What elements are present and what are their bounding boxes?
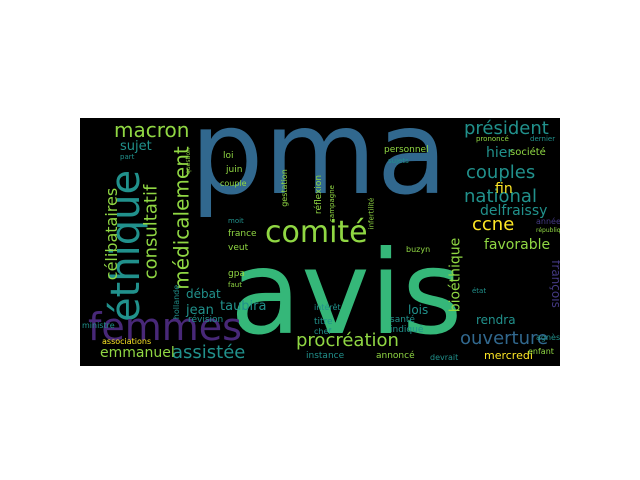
word-societe: société [510,147,546,158]
word-reflexion: réflexion [314,174,325,215]
word-pma: pma [190,118,448,221]
word-consultatif: consultatif [140,184,162,280]
word-lois: lois [408,303,429,317]
word-fin: fin [495,181,513,197]
word-celibataires: célibataires [102,187,122,281]
word-gpa: gpa [228,269,245,279]
word-femmes: femmes [88,305,242,349]
word-titre: titre [314,317,333,327]
word-sujets: sujets [388,157,409,165]
word-instance: instance [306,351,345,361]
word-agnes: agnès [536,333,560,342]
word-mercredi: mercredi [484,349,533,362]
word-dernier: dernier [530,135,556,143]
word-associations: associations [102,337,152,346]
word-favorable: favorable [484,237,551,253]
word-president: président [464,118,549,139]
word-jean: jean [186,303,214,318]
word-question: question [184,148,192,174]
word-revision: révision [188,315,224,325]
word-cloud: pma avis éthique femmes comité macron pr… [80,118,560,366]
word-faut: faut [228,281,242,289]
word-ouverture: ouverture [460,328,549,349]
word-sujet: sujet [120,139,152,154]
word-delfraissy: delfraissy [480,203,548,219]
word-taubira: taubira [220,299,267,314]
word-rendra: rendra [476,313,516,327]
word-ministre: ministre [82,321,115,330]
word-campagne: campagne [327,185,336,222]
word-annonce: annoncé [376,351,415,361]
word-loi: loi [223,151,234,161]
word-couple: couple [220,179,247,188]
word-moit: moit [228,217,244,225]
word-part: part [120,153,135,161]
word-france: france [228,229,257,239]
word-sante: santé [390,315,415,325]
word-national: national [464,186,537,207]
word-francois: françois [548,260,560,308]
word-hollande: hollande [172,284,182,320]
word-buzyn: buzyn [406,245,431,254]
word-couples: couples [466,162,536,183]
word-gestation: gestation [279,169,289,207]
word-debat: débat [186,287,221,301]
word-personnel: personnel [384,145,429,155]
word-ccne: ccne [472,214,515,235]
word-macron: macron [114,118,190,142]
word-infertilite: infertilité [367,197,376,230]
word-bioethique: bioéthique [447,237,464,313]
word-interet: intérêt [314,303,341,312]
word-emmanuel: emmanuel [100,345,175,361]
word-prononce: prononcé [476,135,509,143]
word-avis: avis [230,226,463,361]
word-hier: hier [486,145,514,161]
word-procreation: procréation [296,330,399,351]
word-assistee: assistée [172,342,246,363]
word-annee: année [536,217,560,226]
word-devrait: devrait [430,353,459,362]
word-chef: chef [314,327,332,336]
word-veut: veut [228,243,249,253]
word-comite: comité [265,215,368,250]
word-juin: juin [226,165,243,175]
word-enfant: enfant [528,347,554,356]
word-republique: république [536,227,560,234]
word-indique: indiqué [390,325,424,335]
word-etat: état [472,287,487,295]
